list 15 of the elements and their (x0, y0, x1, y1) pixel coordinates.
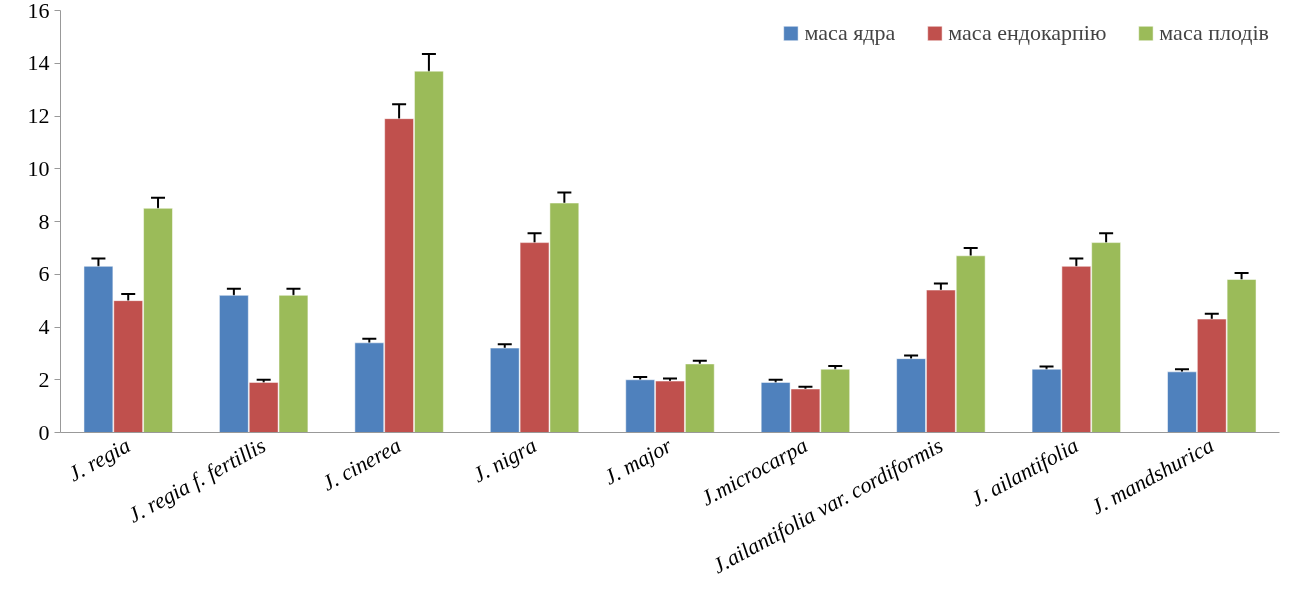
x-tick-label: J. major (599, 432, 677, 490)
legend-label: маса плодів (1159, 20, 1269, 46)
y-tick-label: 14 (27, 50, 50, 76)
y-tick-label: 10 (27, 155, 50, 181)
legend-label: маса ядра (804, 20, 896, 46)
y-tick-label: 6 (38, 261, 50, 287)
x-tick-label: J. nigra (468, 432, 541, 488)
y-tick-label: 0 (38, 419, 50, 445)
y-tick-label: 16 (27, 0, 50, 23)
y-tick-label: 12 (27, 103, 50, 128)
y-tick-label: 8 (38, 208, 50, 234)
legend-label: маса ендокарпію (948, 20, 1107, 46)
y-tick-label: 4 (38, 314, 50, 339)
x-tick-label: J. regia (63, 432, 135, 487)
y-tick-label: 2 (38, 366, 50, 392)
